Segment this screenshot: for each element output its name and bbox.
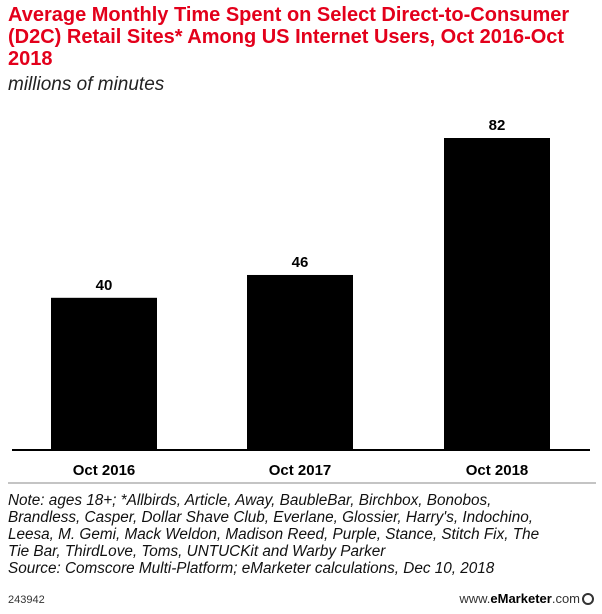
emarketer-logo-icon bbox=[582, 593, 594, 605]
x-tick-label: Oct 2016 bbox=[73, 462, 136, 479]
note-line-4: Tie Bar, ThirdLove, Toms, UNTUCKit and W… bbox=[8, 543, 386, 560]
chart-subtitle: millions of minutes bbox=[8, 74, 165, 95]
note-line-3: Leesa, M. Gemi, Mack Weldon, Madison Ree… bbox=[8, 526, 540, 543]
data-label: 82 bbox=[489, 117, 506, 134]
source-line: Source: Comscore Multi-Platform; eMarket… bbox=[8, 560, 495, 577]
x-tick-label: Oct 2018 bbox=[466, 462, 529, 479]
note-line-2: Brandless, Casper, Dollar Shave Club, Ev… bbox=[8, 509, 533, 526]
data-label: 40 bbox=[96, 277, 113, 294]
brand-prefix: www. bbox=[459, 591, 491, 606]
brand-link[interactable]: www.eMarketer.com bbox=[459, 591, 594, 606]
brand-name: eMarketer bbox=[490, 591, 552, 606]
chart-id: 243942 bbox=[8, 594, 45, 606]
bar-chart: 40 Oct 2016 46 Oct 2017 82 Oct 2018 bbox=[8, 117, 596, 484]
brand-suffix: .com bbox=[551, 591, 580, 606]
bar-oct-2016 bbox=[51, 297, 157, 450]
chart-notes: Note: ages 18+; *Allbirds, Article, Away… bbox=[8, 492, 600, 577]
bar-oct-2018 bbox=[444, 138, 550, 450]
chart-title: Average Monthly Time Spent on Select Dir… bbox=[8, 4, 570, 70]
bar-oct-2017 bbox=[247, 274, 353, 450]
note-line-1: Note: ages 18+; *Allbirds, Article, Away… bbox=[8, 492, 492, 509]
x-tick-label: Oct 2017 bbox=[269, 462, 332, 479]
data-label: 46 bbox=[292, 254, 309, 271]
